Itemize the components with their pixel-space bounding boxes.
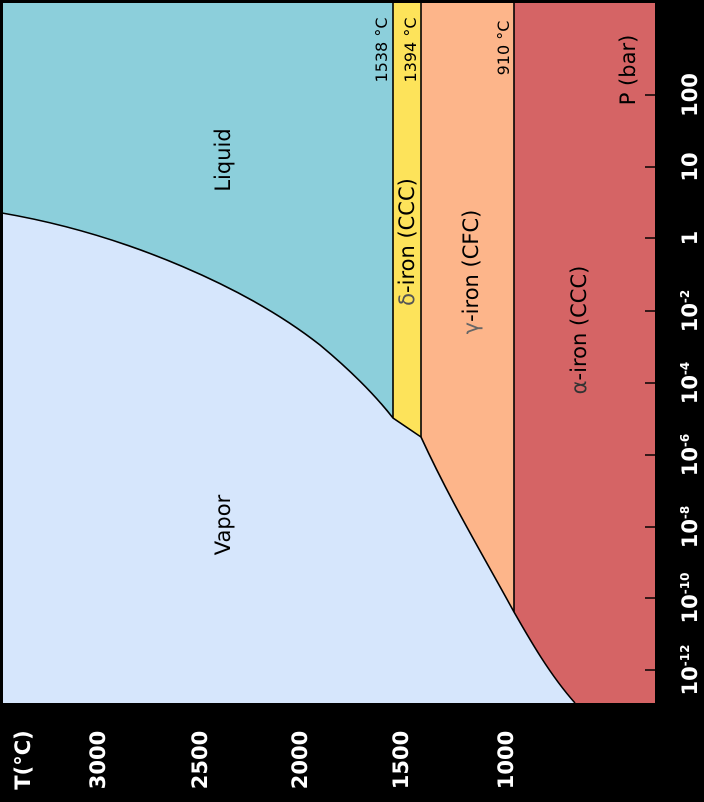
- pressure-axis-label: P (bar): [616, 35, 640, 106]
- temperature-tick-label: 3000: [86, 731, 110, 789]
- alpha-iron-label: α-iron (CCC): [567, 266, 591, 395]
- vapor-region: [2, 213, 575, 703]
- pressure-tick-label: 10-2: [678, 290, 702, 333]
- temperature-tick-label: 1000: [494, 731, 518, 789]
- gamma-iron-text: -iron (CFC): [459, 210, 483, 322]
- temperature-tick-label: 1500: [389, 731, 413, 789]
- pressure-tick-labels: 100 10 1 10-2 10-4 10-6 10-8 10-10 10-12: [678, 73, 702, 695]
- isotherm-label-1394: 1394 °C: [401, 18, 420, 83]
- pressure-tick-label: 10: [678, 152, 702, 181]
- pressure-tick-label: 100: [678, 73, 702, 117]
- isotherm-label-910: 910 °C: [494, 21, 513, 76]
- plot-frame: [1, 1, 657, 705]
- delta-iron-label: δ-iron (CCC): [395, 178, 419, 306]
- pressure-tick-label: 10-10: [678, 573, 702, 624]
- pressure-tick-marks: [645, 94, 656, 671]
- isotherm-label-1538: 1538 °C: [372, 18, 391, 83]
- alpha-iron-region: [514, 2, 656, 705]
- gamma-iron-label: γ-iron (CFC): [459, 210, 483, 335]
- liquid-label: Liquid: [211, 128, 235, 191]
- gamma-symbol: γ: [459, 322, 483, 334]
- vapor-label: Vapor: [211, 494, 235, 555]
- vapor-boundary-line: [1, 212, 576, 704]
- temperature-axis-label: T(°C): [11, 730, 35, 789]
- alpha-symbol: α: [567, 380, 591, 394]
- temperature-tick-labels: 3000 2500 2000 1500 1000: [86, 731, 518, 789]
- pressure-tick-label: 10-4: [678, 362, 702, 405]
- pressure-tick-label: 10-6: [678, 434, 702, 477]
- temperature-tick-label: 2500: [188, 731, 212, 789]
- alpha-iron-text: -iron (CCC): [567, 266, 591, 381]
- delta-iron-text: -iron (CCC): [395, 178, 419, 293]
- pressure-tick-label: 10-8: [678, 506, 702, 549]
- temperature-tick-marks: [96, 705, 506, 714]
- pressure-tick-label: 1: [678, 231, 702, 246]
- pressure-tick-label: 10-12: [678, 645, 702, 696]
- delta-symbol: δ: [395, 293, 419, 306]
- temperature-tick-label: 2000: [288, 731, 312, 789]
